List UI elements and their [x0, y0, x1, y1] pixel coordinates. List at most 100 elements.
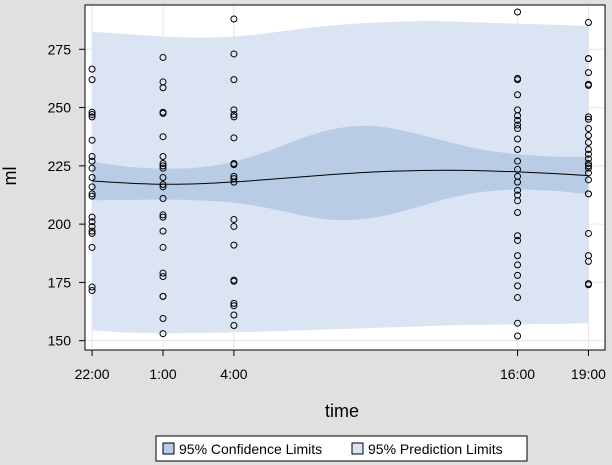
data-point: [514, 121, 522, 129]
legend-swatch-prediction: [351, 442, 364, 455]
data-point: [584, 150, 592, 158]
data-point: [88, 218, 96, 226]
data-point: [159, 243, 167, 251]
data-point: [584, 146, 592, 154]
data-point: [230, 215, 238, 223]
data-point: [88, 157, 96, 165]
data-point: [514, 294, 522, 302]
data-point: [159, 53, 167, 61]
data-point: [230, 111, 238, 119]
data-point: [584, 160, 592, 168]
fit-line: [92, 169, 589, 185]
data-point: [514, 76, 522, 84]
legend: 95% Confidence Limits 95% Prediction Lim…: [155, 435, 528, 462]
data-point: [230, 161, 238, 169]
data-point: [514, 319, 522, 327]
data-point: [230, 134, 238, 142]
x-axis: 22:00 1:00 4:00 16:00 19:00: [75, 350, 606, 382]
legend-label-confidence: 95% Confidence Limits: [179, 441, 322, 457]
data-point: [88, 174, 96, 181]
y-tick-label: 275: [48, 41, 72, 57]
data-point: [88, 213, 96, 221]
data-point: [514, 208, 522, 216]
x-tick-label: 16:00: [500, 366, 535, 382]
data-point: [584, 81, 592, 89]
x-tick-label: 1:00: [149, 366, 176, 382]
data-point: [88, 192, 96, 200]
data-point: [230, 15, 238, 23]
data-point: [514, 252, 522, 260]
data-point: [230, 76, 238, 84]
data-point: [88, 283, 96, 291]
data-point: [88, 243, 96, 251]
data-point: [159, 315, 167, 323]
y-tick-label: 200: [48, 216, 72, 232]
data-point: [514, 332, 522, 340]
data-point: [584, 125, 592, 133]
data-point: [230, 322, 238, 330]
data-point: [230, 299, 238, 307]
data-point: [584, 176, 592, 184]
data-point: [514, 186, 522, 194]
data-point: [159, 330, 167, 338]
data-point: [584, 281, 592, 289]
data-point: [88, 108, 96, 116]
data-point: [584, 139, 592, 147]
data-point: [159, 269, 167, 277]
y-axis: 150 175 200 225 250 275: [48, 41, 85, 349]
data-point: [159, 273, 167, 281]
data-point: [88, 227, 96, 235]
data-point: [230, 277, 238, 285]
data-point: [584, 164, 592, 172]
data-point: [159, 227, 167, 235]
data-point: [88, 222, 96, 230]
data-point: [88, 164, 96, 172]
legend-frame: [155, 435, 528, 462]
data-point: [514, 116, 522, 124]
data-point: [230, 241, 238, 249]
data-point: [584, 257, 592, 265]
data-point: [230, 106, 238, 114]
data-point: [159, 211, 167, 219]
data-point: [88, 153, 96, 161]
bands: [92, 21, 589, 334]
data-point: [159, 133, 167, 141]
data-point: [584, 18, 592, 26]
data-point: [514, 236, 522, 244]
y-tick-label: 250: [48, 100, 72, 116]
data-point: [230, 302, 238, 310]
data-point: [88, 136, 96, 144]
data-point: [88, 190, 96, 198]
data-point: [159, 194, 167, 202]
data-point: [584, 155, 592, 163]
data-point: [230, 50, 238, 58]
data-point: [88, 76, 96, 84]
data-point: [230, 222, 238, 230]
x-tick-label: 19:00: [571, 366, 606, 382]
data-point: [159, 174, 167, 181]
x-axis-title: time: [325, 401, 359, 421]
data-point: [584, 55, 592, 63]
data-point: [584, 113, 592, 121]
data-point: [514, 125, 522, 133]
data-point: [88, 111, 96, 119]
data-point: [584, 162, 592, 170]
data-point: [514, 178, 522, 186]
data-point: [159, 213, 167, 221]
data-point: [159, 84, 167, 92]
legend-label-prediction: 95% Prediction Limits: [368, 441, 503, 457]
data-point: [159, 292, 167, 300]
data-point: [514, 197, 522, 205]
data-point: [159, 160, 167, 168]
data-point: [88, 113, 96, 121]
data-point: [514, 232, 522, 240]
y-tick-label: 175: [48, 274, 72, 290]
confidence-band: [92, 125, 589, 221]
y-tick-label: 225: [48, 158, 72, 174]
data-point: [88, 183, 96, 191]
data-point: [514, 261, 522, 269]
data-point: [514, 157, 522, 165]
data-point: [514, 91, 522, 99]
x-tick-label: 22:00: [75, 366, 110, 382]
fit-line-group: [92, 169, 589, 185]
